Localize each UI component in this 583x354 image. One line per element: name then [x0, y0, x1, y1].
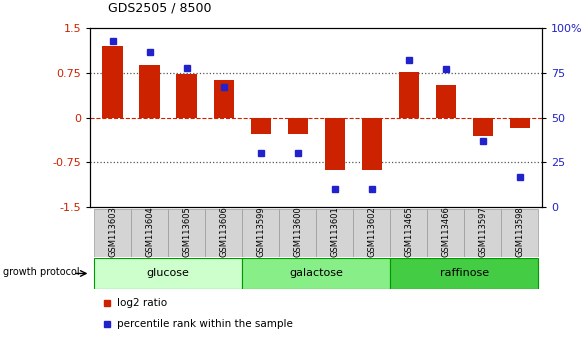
- Text: percentile rank within the sample: percentile rank within the sample: [117, 319, 293, 329]
- Text: growth protocol: growth protocol: [3, 267, 79, 277]
- Bar: [251, 118, 271, 134]
- Bar: [168, 209, 205, 257]
- Text: raffinose: raffinose: [440, 268, 489, 279]
- Bar: [94, 209, 131, 257]
- Text: GSM113606: GSM113606: [219, 206, 228, 257]
- Bar: [103, 46, 123, 118]
- Text: GSM113602: GSM113602: [367, 206, 377, 257]
- Bar: [501, 209, 539, 257]
- Bar: [325, 118, 345, 170]
- Text: GSM113603: GSM113603: [108, 206, 117, 257]
- Text: GSM113465: GSM113465: [405, 206, 413, 257]
- Bar: [287, 118, 308, 135]
- Bar: [473, 118, 493, 136]
- Bar: [205, 209, 242, 257]
- Bar: [139, 65, 160, 118]
- Bar: [391, 209, 427, 257]
- Text: GSM113466: GSM113466: [441, 206, 451, 257]
- Text: GSM113598: GSM113598: [515, 206, 525, 257]
- Text: GSM113604: GSM113604: [145, 206, 154, 257]
- Bar: [361, 118, 382, 170]
- Text: GSM113600: GSM113600: [293, 206, 302, 257]
- Bar: [436, 85, 456, 118]
- Bar: [427, 209, 465, 257]
- Bar: [391, 258, 539, 289]
- Text: GSM113597: GSM113597: [479, 206, 487, 257]
- Bar: [213, 80, 234, 118]
- Text: GDS2505 / 8500: GDS2505 / 8500: [108, 1, 212, 14]
- Bar: [131, 209, 168, 257]
- Text: GSM113605: GSM113605: [182, 206, 191, 257]
- Bar: [242, 209, 279, 257]
- Bar: [242, 258, 391, 289]
- Text: GSM113601: GSM113601: [331, 206, 339, 257]
- Bar: [510, 118, 530, 129]
- Text: log2 ratio: log2 ratio: [117, 298, 167, 308]
- Bar: [94, 258, 242, 289]
- Bar: [177, 74, 197, 118]
- Bar: [317, 209, 353, 257]
- Bar: [465, 209, 501, 257]
- Bar: [399, 73, 419, 118]
- Bar: [279, 209, 316, 257]
- Bar: [353, 209, 391, 257]
- Text: GSM113599: GSM113599: [256, 206, 265, 257]
- Text: galactose: galactose: [289, 268, 343, 279]
- Text: glucose: glucose: [147, 268, 189, 279]
